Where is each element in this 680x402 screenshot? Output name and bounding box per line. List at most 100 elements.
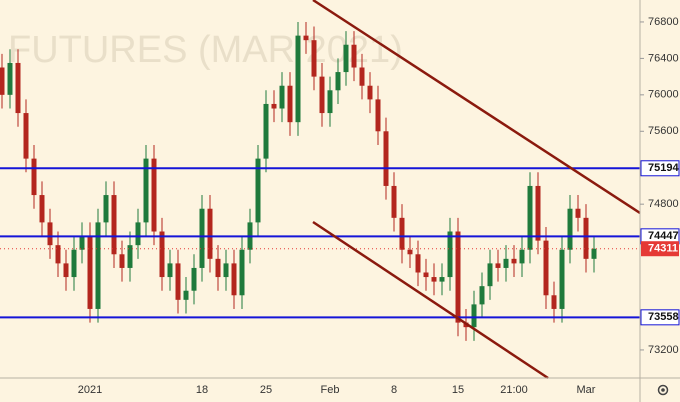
candle-body [239, 249, 245, 296]
y-tick-label: 76400 [648, 52, 679, 64]
gear-center[interactable] [661, 388, 665, 392]
candle-body [583, 217, 589, 259]
candle-body [7, 62, 13, 95]
x-tick-label: 25 [260, 384, 272, 396]
candle-body [31, 158, 37, 196]
plot-area [0, 21, 640, 341]
candle-body [215, 258, 221, 278]
trend-line [312, 0, 641, 215]
candle-body [231, 263, 237, 296]
candle-body [119, 254, 125, 268]
candle-body [415, 254, 421, 273]
candle-body [439, 277, 445, 282]
candle-body [343, 44, 349, 73]
trend-line [312, 220, 549, 380]
candle-body [151, 158, 157, 232]
y-tick-label: 76800 [648, 16, 679, 28]
x-tick-label: 18 [196, 384, 208, 396]
level-label: 74447 [648, 230, 679, 242]
candle-body [271, 103, 277, 109]
candle-body [311, 40, 317, 77]
candle-body [143, 158, 149, 223]
candle-body [111, 195, 117, 255]
candle-body [199, 208, 205, 268]
candle-body [79, 236, 85, 250]
y-tick-label: 74800 [648, 198, 679, 210]
y-tick-label: 76000 [648, 89, 679, 101]
gear[interactable] [657, 384, 669, 396]
candle-body [527, 185, 533, 250]
candle-body [575, 208, 581, 218]
x-tick-label: Feb [321, 384, 340, 396]
candle-body [207, 208, 213, 259]
candle-body [391, 185, 397, 218]
candle-body [23, 113, 29, 159]
candle-body [367, 85, 373, 100]
candle-body [87, 236, 93, 309]
candle-body [279, 85, 285, 109]
x-tick-label: 21:00 [500, 384, 528, 396]
candle-body [103, 195, 109, 223]
x-tick-label: 15 [452, 384, 464, 396]
level-label: 73558 [648, 311, 679, 323]
candle-body [383, 131, 389, 186]
candle-body [335, 72, 341, 91]
candle-body [423, 272, 429, 278]
axis: 76800 76400 76000 75600 74800 73200 2021 18 25 Fe… [78, 16, 680, 396]
candle-body [407, 249, 413, 255]
candle-body [223, 263, 229, 278]
candle-body [287, 85, 293, 123]
candle-body [159, 231, 165, 278]
candle-body [471, 304, 477, 328]
candle-body [47, 222, 53, 246]
candle-body [167, 263, 173, 278]
candle-body [551, 295, 557, 309]
candle-body [455, 231, 461, 323]
candle-body [183, 290, 189, 300]
candle-body [447, 231, 453, 278]
x-tick-label: Mar [577, 384, 596, 396]
last-price-label: 74311 [648, 243, 678, 255]
candle-body [567, 208, 573, 250]
candle-body [95, 222, 101, 309]
candle-body [135, 222, 141, 246]
candle-body [487, 263, 493, 287]
candle-body [479, 286, 485, 305]
candle-body [359, 67, 365, 86]
candle-body [303, 35, 309, 41]
level-label: 75194 [648, 162, 679, 174]
candle-body [511, 258, 517, 264]
candle-body [535, 185, 541, 241]
candle-body [263, 103, 269, 159]
candle-body [431, 277, 437, 282]
candle-body [375, 99, 381, 132]
candle-body [559, 249, 565, 309]
candle-body [175, 263, 181, 300]
candle-body [127, 245, 133, 268]
y-tick-label: 73200 [648, 344, 679, 356]
candle-body [255, 158, 261, 223]
settings-icon[interactable] [657, 384, 669, 396]
candle-body [591, 248, 597, 259]
candle-body [319, 76, 325, 114]
candle-body [295, 35, 301, 123]
candle-body [519, 249, 525, 264]
candle-body [55, 245, 61, 264]
candle-body [15, 62, 21, 114]
candle-body [327, 90, 333, 114]
x-tick-label: 2021 [78, 384, 102, 396]
level-label-box [640, 309, 680, 326]
candle-body [503, 258, 509, 268]
candle-body [351, 44, 357, 68]
candle-body [39, 195, 45, 223]
candle-body [543, 240, 549, 296]
level-label-box [640, 160, 680, 177]
candle-body [495, 263, 501, 268]
x-tick-label: 8 [391, 384, 397, 396]
watermark: FUTURES (MAR 2021) [8, 29, 403, 71]
candle-body [63, 263, 69, 278]
candle-body [71, 249, 77, 278]
candle-body [191, 267, 197, 291]
